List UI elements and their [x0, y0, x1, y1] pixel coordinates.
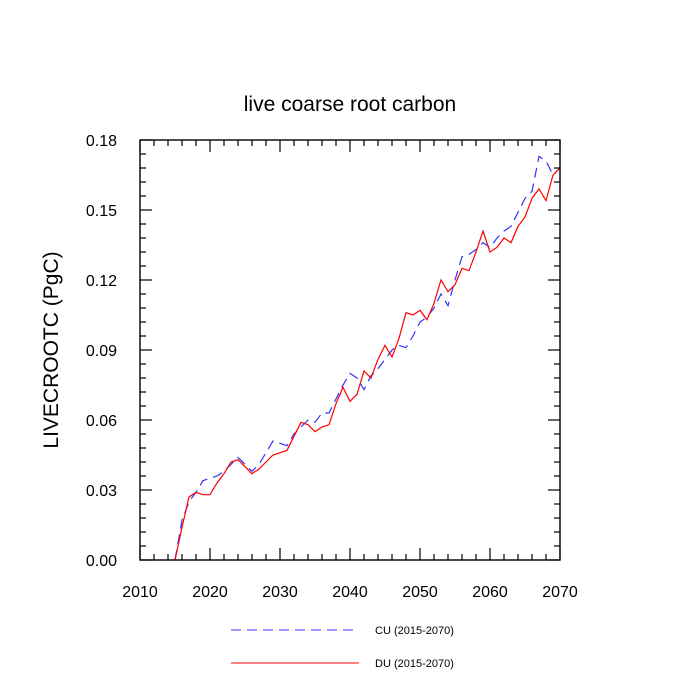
y-tick-label: 0.06	[86, 413, 117, 430]
y-axis-label: LIVECROOTC (PgC)	[40, 251, 63, 448]
plot-frame	[139, 139, 561, 561]
x-tick-label: 2010	[122, 584, 158, 601]
x-tick-label: 2030	[262, 584, 298, 601]
axis-ticks	[139, 139, 561, 561]
legend-label-cu: CU (2015-2070)	[375, 625, 454, 637]
chart-title: live coarse root carbon	[244, 93, 456, 116]
y-tick-label: 0.15	[86, 203, 117, 220]
y-tick-label: 0.18	[86, 133, 117, 150]
series-line-cu	[174, 155, 561, 561]
x-tick-label: 2070	[542, 584, 578, 601]
x-tick-label: 2040	[332, 584, 368, 601]
y-tick-label: 0.12	[86, 273, 117, 290]
x-tick-label: 2020	[192, 584, 228, 601]
x-axis-tick-labels: 2010 2020 2030 2040 2050 2060 2070	[122, 584, 578, 601]
x-tick-label: 2060	[472, 584, 508, 601]
y-tick-label: 0.09	[86, 343, 117, 360]
legend-label-du: DU (2015-2070)	[375, 658, 454, 670]
y-tick-label: 0.03	[86, 483, 117, 500]
y-tick-label: 0.00	[86, 553, 117, 570]
y-axis-tick-labels: 0.00 0.03 0.06 0.09 0.12 0.15 0.18	[86, 133, 117, 570]
series-line-du	[174, 167, 561, 561]
x-tick-label: 2050	[402, 584, 438, 601]
plot-lines	[174, 155, 561, 561]
legend: CU (2015-2070) DU (2015-2070)	[231, 625, 454, 670]
